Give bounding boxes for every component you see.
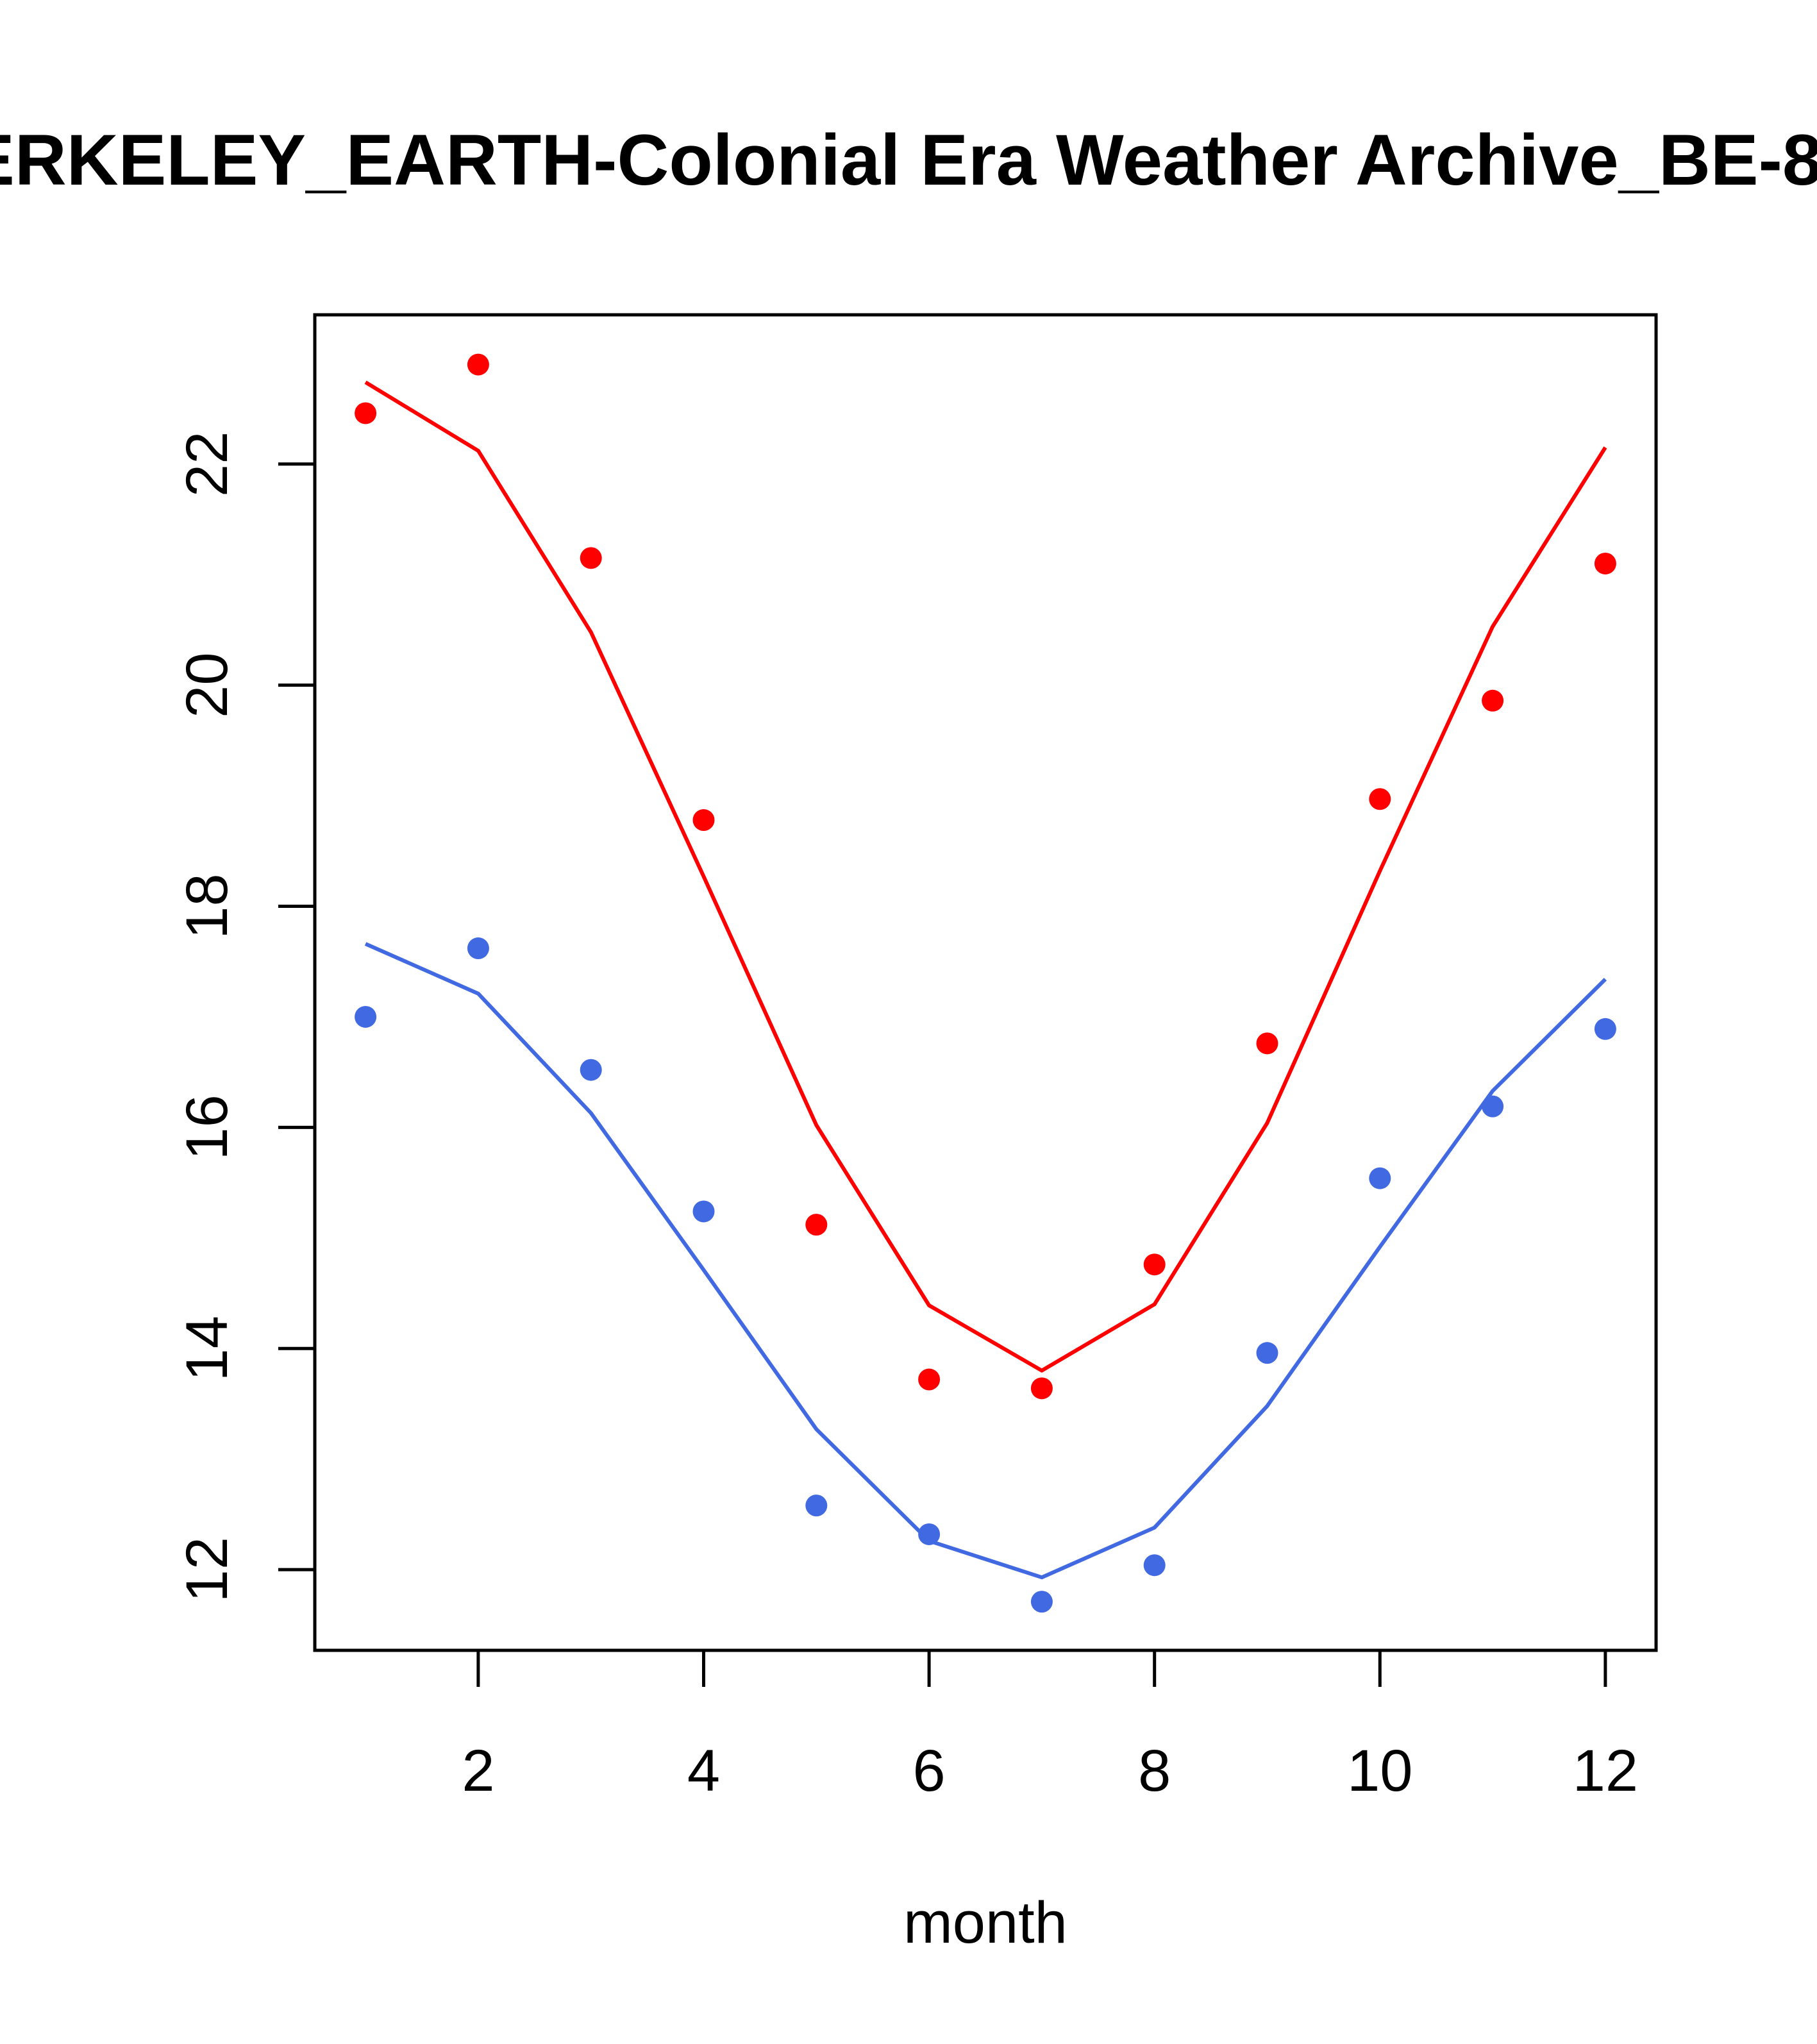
data-point: [1482, 1095, 1504, 1118]
x-tick-label: 4: [687, 1738, 720, 1804]
x-tick-label: 12: [1573, 1738, 1638, 1804]
data-point: [355, 1005, 377, 1028]
y-tick-label: 16: [174, 1094, 240, 1160]
data-point: [805, 1495, 828, 1517]
y-tick-label: 22: [174, 431, 240, 497]
chart-title: BERKELEY_EARTH-Colonial Era Weather Arch…: [0, 120, 1817, 200]
data-point: [1482, 689, 1504, 712]
data-point: [1030, 1377, 1053, 1400]
data-point: [355, 402, 377, 424]
series-2: [355, 937, 1616, 1613]
data-point: [692, 1200, 715, 1223]
data-point: [918, 1523, 941, 1545]
data-point: [692, 809, 715, 832]
data-point: [467, 937, 489, 960]
data-point: [1369, 788, 1391, 810]
x-axis-title: month: [903, 1890, 1068, 1956]
data-point: [467, 353, 489, 376]
data-point: [1369, 1167, 1391, 1189]
data-point: [1594, 1018, 1616, 1040]
data-point: [1030, 1591, 1053, 1613]
x-axis: 2 4 6 8 10 12: [462, 1648, 1638, 1804]
x-tick-label: 10: [1347, 1738, 1412, 1804]
data-point: [918, 1368, 941, 1391]
data-point: [580, 547, 602, 569]
data-point: [1256, 1032, 1278, 1055]
y-tick-label: 18: [174, 873, 240, 939]
y-tick-label: 12: [174, 1537, 240, 1602]
x-tick-label: 8: [1138, 1738, 1171, 1804]
y-axis: 12 14 16 18 20 22: [174, 431, 317, 1602]
series-line: [364, 380, 1607, 1373]
series-line: [364, 942, 1607, 1580]
x-tick-label: 2: [462, 1738, 494, 1804]
data-point: [1594, 552, 1616, 574]
series-layer: [355, 353, 1616, 1613]
data-point: [805, 1214, 828, 1236]
y-tick-label: 14: [174, 1316, 240, 1381]
data-point: [1143, 1554, 1166, 1577]
data-point: [1256, 1342, 1278, 1364]
y-tick-label: 20: [174, 652, 240, 717]
x-tick-label: 6: [913, 1738, 946, 1804]
data-point: [580, 1059, 602, 1081]
data-point: [1143, 1253, 1166, 1276]
series-1: [355, 353, 1616, 1400]
